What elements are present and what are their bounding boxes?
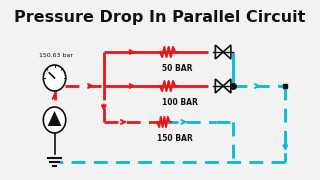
- Text: 100 BAR: 100 BAR: [162, 98, 198, 107]
- Text: 50 BAR: 50 BAR: [162, 64, 192, 73]
- Circle shape: [43, 107, 66, 133]
- Polygon shape: [48, 111, 61, 126]
- Circle shape: [43, 65, 66, 91]
- Text: 150 BAR: 150 BAR: [157, 134, 193, 143]
- Text: Pressure Drop In Parallel Circuit: Pressure Drop In Parallel Circuit: [14, 10, 306, 25]
- Text: 150.63 bar: 150.63 bar: [39, 53, 73, 58]
